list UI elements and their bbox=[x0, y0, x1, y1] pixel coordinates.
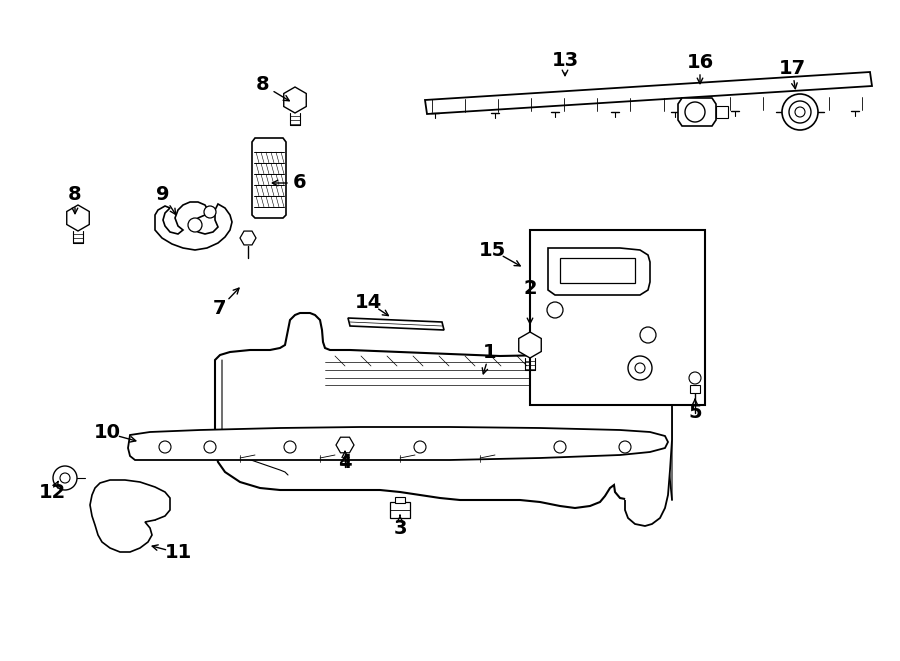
Circle shape bbox=[547, 302, 563, 318]
Polygon shape bbox=[336, 437, 354, 453]
Text: 12: 12 bbox=[39, 483, 66, 502]
Polygon shape bbox=[678, 98, 716, 126]
Text: 4: 4 bbox=[338, 453, 352, 471]
Circle shape bbox=[619, 441, 631, 453]
Circle shape bbox=[635, 363, 645, 373]
Circle shape bbox=[188, 218, 202, 232]
Polygon shape bbox=[625, 350, 672, 526]
Text: 16: 16 bbox=[687, 52, 714, 71]
Circle shape bbox=[284, 441, 296, 453]
Text: 15: 15 bbox=[479, 241, 506, 260]
Circle shape bbox=[204, 441, 216, 453]
Polygon shape bbox=[252, 138, 286, 218]
Circle shape bbox=[689, 372, 701, 384]
Text: 8: 8 bbox=[256, 75, 270, 95]
Text: 3: 3 bbox=[393, 518, 407, 537]
Polygon shape bbox=[240, 231, 256, 245]
Polygon shape bbox=[518, 332, 541, 358]
Circle shape bbox=[60, 473, 70, 483]
Text: 8: 8 bbox=[68, 186, 82, 204]
Circle shape bbox=[685, 102, 705, 122]
Bar bbox=[395, 497, 405, 503]
Polygon shape bbox=[348, 318, 444, 330]
Text: 10: 10 bbox=[94, 424, 121, 442]
Bar bbox=[716, 106, 728, 118]
Circle shape bbox=[789, 101, 811, 123]
Polygon shape bbox=[128, 427, 668, 460]
Text: 17: 17 bbox=[778, 59, 806, 77]
Polygon shape bbox=[284, 87, 306, 113]
Circle shape bbox=[53, 466, 77, 490]
Circle shape bbox=[204, 206, 216, 218]
Text: 1: 1 bbox=[483, 342, 497, 362]
Text: 13: 13 bbox=[552, 50, 579, 69]
Text: 6: 6 bbox=[293, 173, 307, 192]
Bar bbox=[560, 258, 635, 283]
Polygon shape bbox=[215, 313, 668, 508]
Polygon shape bbox=[690, 385, 700, 393]
Circle shape bbox=[414, 441, 426, 453]
Text: 14: 14 bbox=[355, 293, 382, 311]
Polygon shape bbox=[90, 480, 170, 552]
Circle shape bbox=[782, 94, 818, 130]
Polygon shape bbox=[155, 202, 232, 250]
Text: 7: 7 bbox=[213, 299, 227, 317]
Text: 5: 5 bbox=[688, 403, 702, 422]
Text: 2: 2 bbox=[523, 278, 536, 297]
Circle shape bbox=[159, 441, 171, 453]
Text: 11: 11 bbox=[165, 543, 192, 563]
Text: 9: 9 bbox=[157, 186, 170, 204]
Circle shape bbox=[640, 327, 656, 343]
Circle shape bbox=[795, 107, 805, 117]
Polygon shape bbox=[67, 205, 89, 231]
Circle shape bbox=[628, 356, 652, 380]
Bar bbox=[390, 502, 410, 518]
Circle shape bbox=[554, 441, 566, 453]
Bar bbox=[530, 230, 705, 405]
Polygon shape bbox=[548, 248, 650, 295]
Polygon shape bbox=[425, 72, 872, 114]
